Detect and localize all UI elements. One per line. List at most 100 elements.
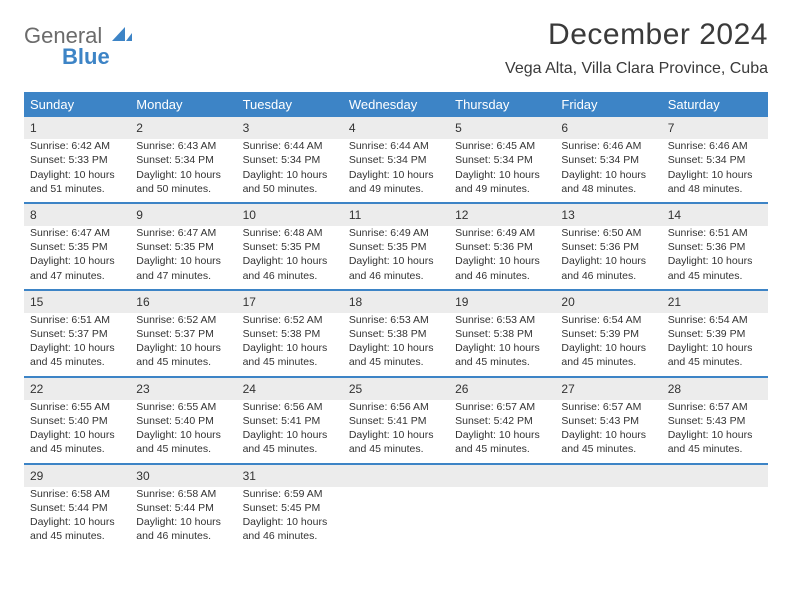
- daylight-line: Daylight: 10 hours and 45 minutes.: [349, 428, 443, 456]
- sunrise-line: Sunrise: 6:51 AM: [668, 226, 762, 240]
- sunset-line: Sunset: 5:36 PM: [561, 240, 655, 254]
- day-cell: Sunrise: 6:49 AMSunset: 5:36 PMDaylight:…: [449, 226, 555, 290]
- sunset-line: Sunset: 5:36 PM: [668, 240, 762, 254]
- daylight-line: Daylight: 10 hours and 45 minutes.: [455, 428, 549, 456]
- day-cell: Sunrise: 6:47 AMSunset: 5:35 PMDaylight:…: [130, 226, 236, 290]
- day-header: Saturday: [662, 92, 768, 117]
- day-number-cell: 30: [130, 464, 236, 487]
- day-number-cell: 4: [343, 117, 449, 139]
- sunset-line: Sunset: 5:33 PM: [30, 153, 124, 167]
- sunset-line: Sunset: 5:44 PM: [136, 501, 230, 515]
- daylight-line: Daylight: 10 hours and 46 minutes.: [349, 254, 443, 282]
- calendar-table: Sunday Monday Tuesday Wednesday Thursday…: [24, 92, 768, 549]
- sunset-line: Sunset: 5:34 PM: [561, 153, 655, 167]
- sunrise-line: Sunrise: 6:57 AM: [561, 400, 655, 414]
- sunrise-line: Sunrise: 6:53 AM: [349, 313, 443, 327]
- sunset-line: Sunset: 5:40 PM: [136, 414, 230, 428]
- sunset-line: Sunset: 5:45 PM: [243, 501, 337, 515]
- week-row: Sunrise: 6:42 AMSunset: 5:33 PMDaylight:…: [24, 139, 768, 203]
- day-cell: Sunrise: 6:51 AMSunset: 5:37 PMDaylight:…: [24, 313, 130, 377]
- week-row: Sunrise: 6:55 AMSunset: 5:40 PM Daylight:…: [24, 400, 768, 464]
- sunrise-line: Sunrise: 6:54 AM: [561, 313, 655, 327]
- daylight-line: Daylight: 10 hours and 46 minutes.: [455, 254, 549, 282]
- day-cell: Sunrise: 6:54 AMSunset: 5:39 PMDaylight:…: [662, 313, 768, 377]
- day-cell: Sunrise: 6:59 AMSunset: 5:45 PMDaylight:…: [237, 487, 343, 550]
- day-number-cell: 3: [237, 117, 343, 139]
- daynum-row: 22232425262728: [24, 377, 768, 400]
- day-cell: Sunrise: 6:55 AMSunset: 5:40 PMDaylight:…: [130, 400, 236, 464]
- location-subtitle: Vega Alta, Villa Clara Province, Cuba: [505, 60, 768, 78]
- sunset-line: Sunset: 5:44 PM: [30, 501, 124, 515]
- sunrise-line: Sunrise: 6:49 AM: [349, 226, 443, 240]
- sunrise-line: Sunrise: 6:49 AM: [455, 226, 549, 240]
- daylight-line: Daylight: 10 hours and 45 minutes.: [136, 341, 230, 369]
- sunrise-line: Sunrise: 6:57 AM: [455, 400, 549, 414]
- sunset-line: Sunset: 5:38 PM: [243, 327, 337, 341]
- day-cell: Sunrise: 6:45 AMSunset: 5:34 PMDaylight:…: [449, 139, 555, 203]
- day-number-cell: 6: [555, 117, 661, 139]
- day-cell: Sunrise: 6:57 AMSunset: 5:43 PMDaylight:…: [555, 400, 661, 464]
- day-cell: [662, 487, 768, 550]
- sunset-line: Sunset: 5:37 PM: [30, 327, 124, 341]
- daylight-line: Daylight: 10 hours and 49 minutes.: [349, 168, 443, 196]
- sunrise-line: Sunrise: 6:56 AM: [243, 400, 337, 414]
- day-number-cell: 23: [130, 377, 236, 400]
- daylight-line: Daylight: 10 hours and 46 minutes.: [243, 515, 337, 543]
- day-number-cell: 2: [130, 117, 236, 139]
- day-number-cell: 29: [24, 464, 130, 487]
- sunrise-line: Sunrise: 6:43 AM: [136, 139, 230, 153]
- header: General Blue December 2024 Vega Alta, Vi…: [24, 18, 768, 78]
- day-header: Friday: [555, 92, 661, 117]
- day-cell: [343, 487, 449, 550]
- sunrise-line: Sunrise: 6:50 AM: [561, 226, 655, 240]
- daylight-line: Daylight: 10 hours and 50 minutes.: [136, 168, 230, 196]
- sunrise-line: Sunrise: 6:58 AM: [136, 487, 230, 501]
- daylight-line: Daylight: 10 hours and 45 minutes.: [30, 428, 124, 456]
- daylight-line: Daylight: 10 hours and 45 minutes.: [561, 428, 655, 456]
- day-number-cell: 16: [130, 290, 236, 313]
- day-cell: Sunrise: 6:52 AMSunset: 5:37 PMDaylight:…: [130, 313, 236, 377]
- day-number-cell: [449, 464, 555, 487]
- sunset-line: Sunset: 5:43 PM: [668, 414, 762, 428]
- sunrise-line: Sunrise: 6:52 AM: [243, 313, 337, 327]
- daylight-line: Daylight: 10 hours and 45 minutes.: [349, 341, 443, 369]
- sunset-line: Sunset: 5:35 PM: [349, 240, 443, 254]
- day-cell: Sunrise: 6:44 AMSunset: 5:34 PMDaylight:…: [237, 139, 343, 203]
- sunrise-line: Sunrise: 6:52 AM: [136, 313, 230, 327]
- daylight-line: Daylight: 10 hours and 50 minutes.: [243, 168, 337, 196]
- daylight-line: Daylight: 10 hours and 45 minutes.: [668, 254, 762, 282]
- week-row: Sunrise: 6:47 AMSunset: 5:35 PMDaylight:…: [24, 226, 768, 290]
- daylight-line: Daylight: 10 hours and 47 minutes.: [136, 254, 230, 282]
- sunset-line: Sunset: 5:37 PM: [136, 327, 230, 341]
- logo-text: General Blue: [24, 24, 132, 68]
- logo-sail-icon: [112, 27, 132, 43]
- day-header: Sunday: [24, 92, 130, 117]
- sunrise-line: Sunrise: 6:53 AM: [455, 313, 549, 327]
- day-header: Wednesday: [343, 92, 449, 117]
- day-number-cell: 24: [237, 377, 343, 400]
- sunset-line: Sunset: 5:43 PM: [561, 414, 655, 428]
- daylight-line: Daylight: 10 hours and 48 minutes.: [561, 168, 655, 196]
- daylight-line: Daylight: 10 hours and 45 minutes.: [243, 428, 337, 456]
- day-number-cell: 17: [237, 290, 343, 313]
- day-number-cell: 18: [343, 290, 449, 313]
- daylight-line: Daylight: 10 hours and 45 minutes.: [668, 341, 762, 369]
- day-cell: Sunrise: 6:44 AMSunset: 5:34 PMDaylight:…: [343, 139, 449, 203]
- day-number-cell: 14: [662, 203, 768, 226]
- day-cell: Sunrise: 6:54 AMSunset: 5:39 PMDaylight:…: [555, 313, 661, 377]
- daylight-line: Daylight: 10 hours and 45 minutes.: [243, 341, 337, 369]
- daylight-line: Daylight: 10 hours and 45 minutes.: [668, 428, 762, 456]
- sunrise-line: Sunrise: 6:46 AM: [561, 139, 655, 153]
- sunrise-line: Sunrise: 6:55 AM: [136, 400, 230, 414]
- sunset-line: Sunset: 5:35 PM: [30, 240, 124, 254]
- day-number-cell: 8: [24, 203, 130, 226]
- day-cell: Sunrise: 6:58 AMSunset: 5:44 PMDaylight:…: [130, 487, 236, 550]
- day-number-cell: 26: [449, 377, 555, 400]
- day-cell: Sunrise: 6:50 AMSunset: 5:36 PMDaylight:…: [555, 226, 661, 290]
- day-cell: Sunrise: 6:51 AMSunset: 5:36 PMDaylight:…: [662, 226, 768, 290]
- daylight-line: Daylight: 10 hours and 51 minutes.: [30, 168, 124, 196]
- sunset-line: Sunset: 5:39 PM: [561, 327, 655, 341]
- sunrise-line: Sunrise: 6:42 AM: [30, 139, 124, 153]
- day-number-cell: [662, 464, 768, 487]
- sunset-line: Sunset: 5:42 PM: [455, 414, 549, 428]
